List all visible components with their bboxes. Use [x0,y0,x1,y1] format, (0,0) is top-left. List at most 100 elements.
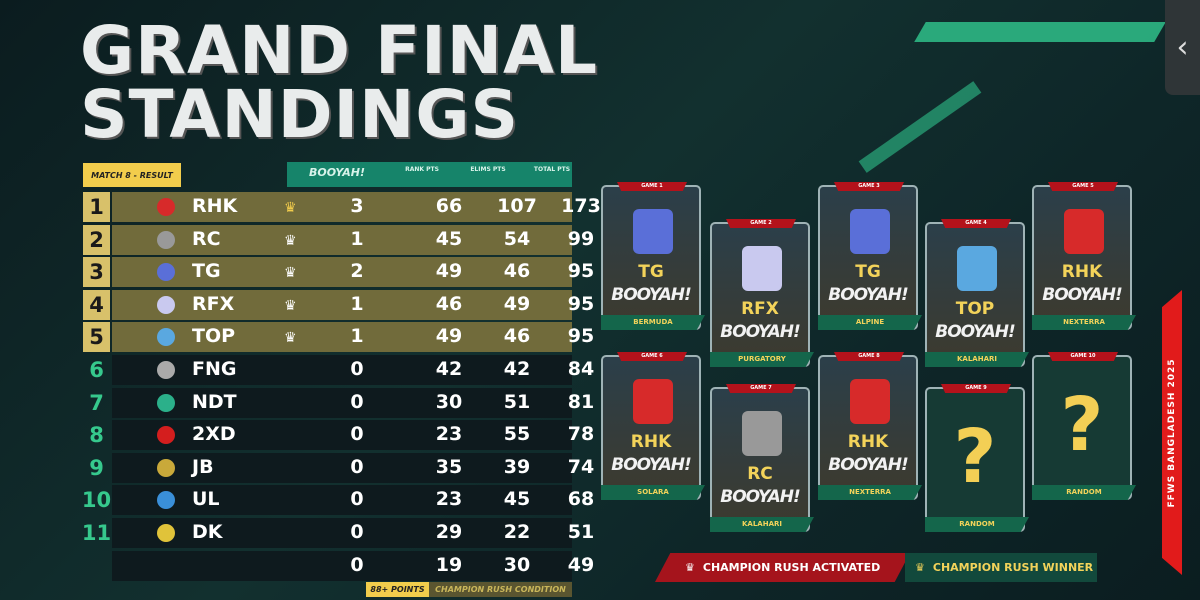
row-cell: RHK ♛ 3 66 107 173 [112,192,601,222]
winner-team: RHK [847,432,889,452]
crown-icon: ♛ [284,330,297,347]
booyah-count: 1 [350,325,364,348]
team-name: UL [192,488,220,511]
legend-winner-label: CHAMPION RUSH WINNER [932,561,1094,574]
rank-pts: 19 [435,553,463,576]
team-logo-icon [633,379,673,424]
team-logo-icon [157,295,175,314]
game-card: GAME 7 RC BOOYAH! KALAHARI [710,384,814,532]
team-logo-icon [1064,209,1104,254]
rank [83,551,110,581]
team-logo-icon [957,246,997,291]
booyah-text: BOOYAH! [720,487,800,507]
table-row: 5 TOP ♛ 1 49 46 95 [83,322,594,353]
team-name: RC [192,227,221,250]
row-cell: RC ♛ 1 45 54 99 [112,224,594,255]
team-name: RFX [192,292,235,315]
crown-icon: ♛ [685,561,695,574]
game-label: GAME 10 [1048,352,1118,361]
booyah-count: 0 [350,455,364,478]
row-cell: UL 0 23 45 68 [112,485,594,516]
unknown-winner: ? [1060,382,1104,468]
winner-team: TOP [955,299,995,319]
booyah-count: 0 [350,521,364,543]
game-label: GAME 7 [726,384,796,393]
game-card: GAME 5 RHK BOOYAH! NEXTERRA [1032,182,1136,330]
total-pts: 173 [561,195,601,217]
map-name: RANDOM [1032,485,1136,500]
crown-icon: ♛ [284,265,297,282]
event-ribbon: FFWS BANGLADESH 2025 [1162,290,1182,575]
event-name: FFWS BANGLADESH 2025 [1167,357,1177,508]
table-row: 1 RHK ♛ 3 66 107 173 [83,192,601,222]
elims-pts: 51 [503,390,531,413]
elims-pts: 46 [503,260,531,283]
elims-pts: 55 [503,423,531,446]
game-label: GAME 9 [941,384,1011,393]
rank: 7 [89,390,104,415]
rank: 11 [81,521,112,545]
booyah-text: BOOYAH! [828,285,908,305]
table-row: 10 UL 0 23 45 68 [82,485,594,516]
winner-team: TG [855,262,881,282]
game-card: GAME 10 ? RANDOM [1032,352,1136,500]
total-pts: 95 [567,260,595,283]
team-name: TOP [192,325,236,348]
map-name: BERMUDA [601,315,705,330]
legend-activated: ♛ CHAMPION RUSH ACTIVATED [655,553,910,582]
table-row: 9 JB 0 35 39 74 [83,452,594,483]
team-logo-icon [157,198,175,216]
row-cell: FNG 0 42 42 84 [112,355,594,385]
row-cell: NDT 0 30 51 81 [112,387,594,418]
rank-pts: 66 [435,195,463,217]
table-row: 6 FNG 0 42 42 84 [83,355,594,385]
game-card: GAME 9 ? RANDOM [925,384,1029,532]
crown-icon: ♛ [284,297,297,314]
winner-team: RHK [630,432,672,452]
elims-pts: 49 [503,292,531,315]
table-header: BOOYAH! RANK PTS ELIMS PTS TOTAL PTS [287,162,572,187]
game-label: GAME 3 [834,182,904,191]
col-booyah: BOOYAH! [309,166,365,179]
booyah-count: 0 [350,553,364,576]
map-name: ALPINE [818,315,922,330]
booyah-count: 0 [350,423,364,446]
team-logo-icon [157,230,175,249]
col-rank-pts: RANK PTS [405,166,439,173]
rank-pts: 30 [435,390,463,413]
col-elims-pts: ELIMS PTS [470,166,506,173]
team-logo-icon [633,209,673,254]
table-row: 7 NDT 0 30 51 81 [83,387,594,418]
rank-pts: 29 [435,521,463,543]
rank-pts: 49 [435,325,463,348]
elims-pts: 107 [497,195,537,217]
row-cell: JB 0 35 39 74 [112,452,594,483]
chevron-left-icon: ‹ [1176,30,1189,65]
game-card: GAME 8 RHK BOOYAH! NEXTERRA [818,352,922,500]
rank-pts: 46 [435,292,463,315]
map-name: KALAHARI [925,352,1029,367]
total-pts: 51 [567,521,595,543]
total-pts: 68 [567,488,595,511]
rank: 4 [83,289,110,320]
page-title: GRAND FINAL [80,12,599,89]
game-card: GAME 3 TG BOOYAH! ALPINE [818,182,922,330]
booyah-count: 3 [350,195,364,217]
crown-icon: ♛ [915,561,925,574]
total-pts: 99 [567,227,595,250]
team-name: FNG [192,358,237,380]
game-label: GAME 1 [617,182,687,191]
table-row: 0 19 30 49 [83,550,594,581]
page-subtitle: STANDINGS [80,76,520,153]
winner-team: RC [747,464,773,484]
elims-pts: 22 [503,521,531,543]
elims-pts: 46 [503,325,531,348]
row-cell: TOP ♛ 1 49 46 95 [112,322,594,353]
points-threshold: 88+ POINTS [366,582,429,597]
rank: 9 [89,455,104,480]
game-label: GAME 2 [726,219,796,228]
champion-rush-condition: CHAMPION RUSH CONDITION [429,582,572,597]
map-name: RANDOM [925,517,1029,532]
elims-pts: 45 [503,488,531,511]
back-button[interactable]: ‹ [1165,0,1200,95]
